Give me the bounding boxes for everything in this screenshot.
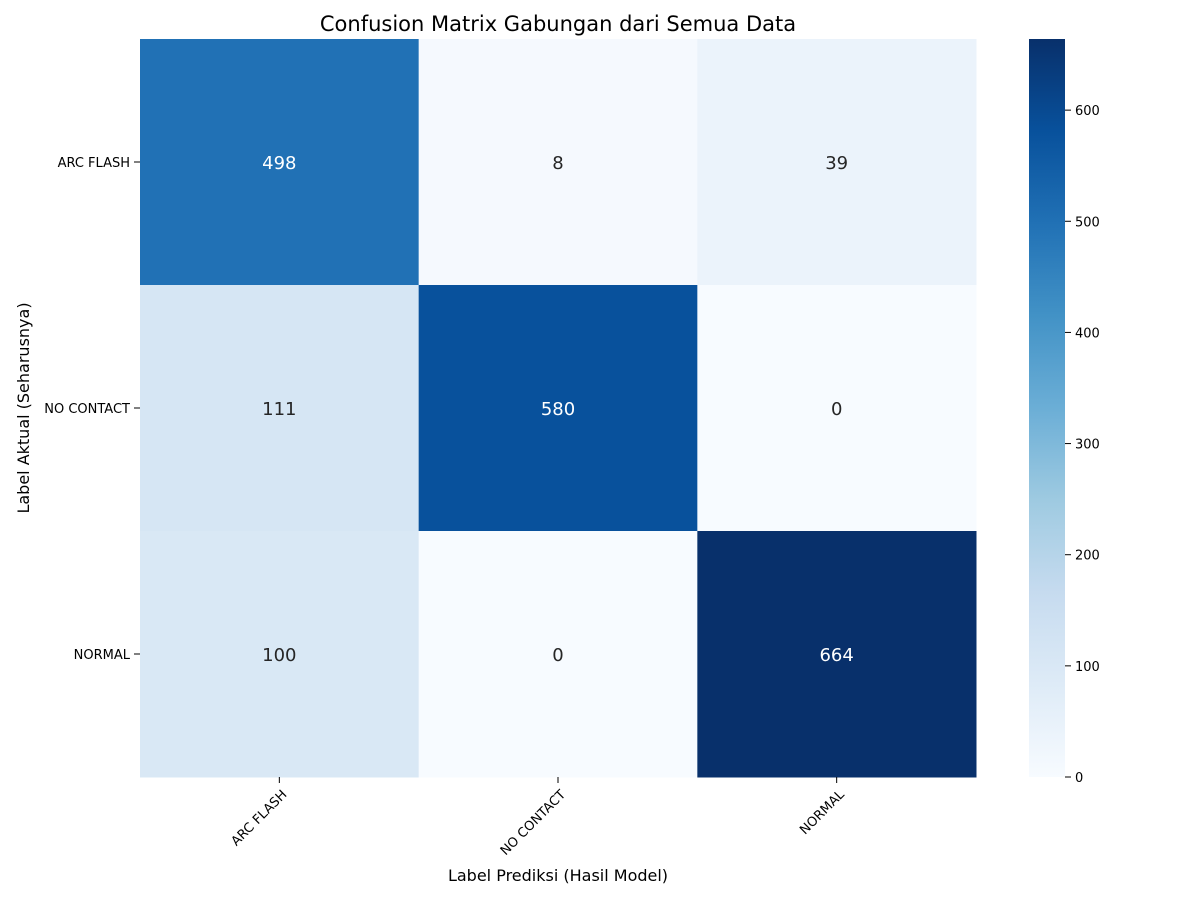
x-tick-label: ARC FLASH xyxy=(229,787,291,849)
heatmap-grid xyxy=(140,39,977,778)
y-tick-label: NORMAL xyxy=(74,648,131,663)
y-tick-label: NO CONTACT xyxy=(44,402,130,417)
heatmap-cell xyxy=(140,39,420,286)
colorbar-ticks: 0 100 200 300 400 500 600 xyxy=(1065,104,1100,786)
cell-value-label: 39 xyxy=(825,153,848,174)
cell-value-label: 8 xyxy=(552,153,563,174)
heatmap-cell xyxy=(140,531,420,778)
heatmap-cell xyxy=(140,285,420,532)
cell-value-label: 580 xyxy=(541,399,575,420)
heatmap-cell xyxy=(418,39,698,286)
colorbar-tick-label: 0 xyxy=(1075,771,1083,786)
cell-value-label: 0 xyxy=(552,645,563,666)
x-tick-label: NO CONTACT xyxy=(498,787,569,858)
cell-value-label: 0 xyxy=(831,399,842,420)
y-tick-label: ARC FLASH xyxy=(58,156,130,171)
x-tick-label: NORMAL xyxy=(797,787,848,838)
cell-value-label: 498 xyxy=(262,153,296,174)
colorbar-gradient xyxy=(1029,39,1065,777)
x-axis: ARC FLASH NO CONTACT NORMAL xyxy=(229,777,848,859)
colorbar-tick-label: 100 xyxy=(1075,660,1100,675)
heatmap-cell xyxy=(418,531,698,778)
y-axis: ARC FLASH NO CONTACT NORMAL xyxy=(44,156,140,663)
colorbar-tick-label: 500 xyxy=(1075,215,1100,230)
cell-value-label: 664 xyxy=(819,645,853,666)
y-axis-label: Label Aktual (Seharusnya) xyxy=(14,302,33,513)
heatmap-cell xyxy=(697,39,977,286)
colorbar: 0 100 200 300 400 500 600 xyxy=(1029,39,1100,786)
cell-annotations: 498 8 39 111 580 0 100 0 664 xyxy=(262,153,854,666)
heatmap-cell xyxy=(697,531,977,778)
colorbar-tick-label: 300 xyxy=(1075,438,1100,453)
x-axis-label: Label Prediksi (Hasil Model) xyxy=(448,866,668,885)
cell-value-label: 111 xyxy=(262,399,296,420)
colorbar-tick-label: 400 xyxy=(1075,326,1100,341)
colorbar-tick-label: 600 xyxy=(1075,104,1100,119)
heatmap-cell xyxy=(418,285,698,532)
colorbar-tick-label: 200 xyxy=(1075,549,1100,564)
cell-value-label: 100 xyxy=(262,645,296,666)
chart-title: Confusion Matrix Gabungan dari Semua Dat… xyxy=(320,12,796,36)
heatmap-cell xyxy=(697,285,977,532)
